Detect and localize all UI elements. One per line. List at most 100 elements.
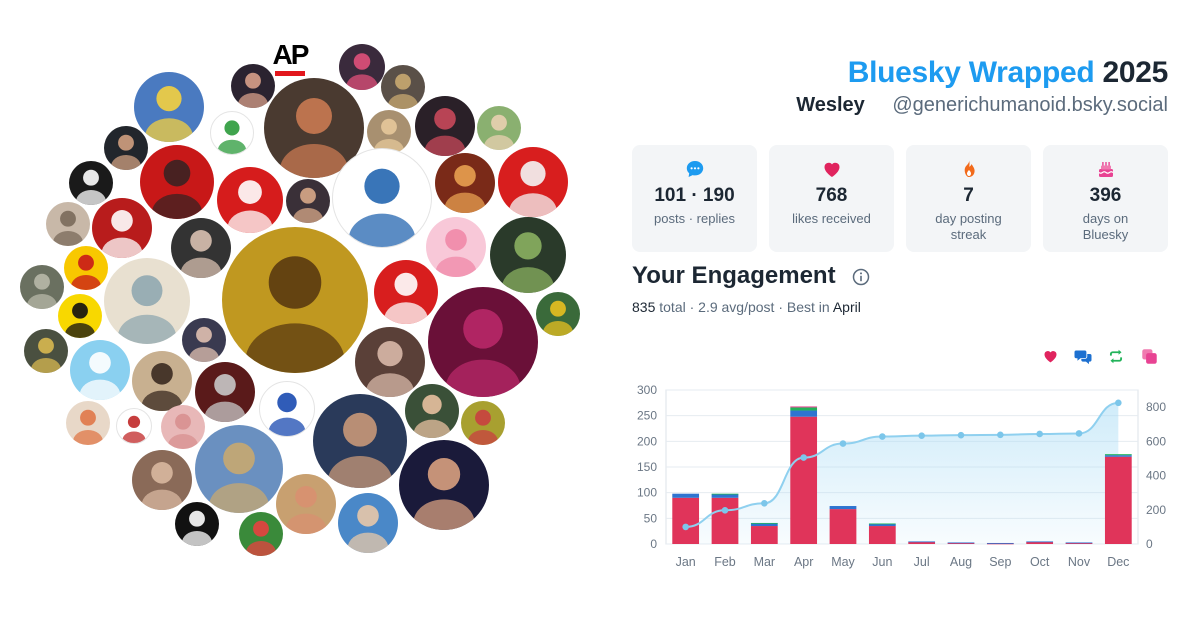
y-tick-label: 0 [650, 537, 657, 551]
x-tick-label: Feb [714, 555, 736, 569]
portrait-avatar [195, 362, 255, 422]
forest-avatar [490, 217, 566, 293]
cumulative-point [1075, 430, 1083, 437]
bar-segment [750, 522, 778, 524]
bar-segment [868, 526, 896, 544]
stat-label: days on Bluesky [1082, 211, 1129, 242]
heart-icon [769, 159, 894, 179]
cumulative-point [1036, 430, 1043, 438]
stat-cards: 101 · 190 posts · replies 768 likes rece… [632, 145, 1168, 252]
louvre-avatar [195, 425, 283, 513]
y-tick-label: 50 [644, 511, 658, 525]
bar-segment [986, 542, 1014, 544]
y2-tick-label: 800 [1146, 400, 1166, 414]
bar-segment [790, 410, 818, 417]
y2-tick-label: 0 [1146, 537, 1153, 551]
df-logo-avatar [92, 198, 152, 258]
x-tick-label: Nov [1068, 555, 1091, 569]
chat-bubble-icon [632, 159, 757, 179]
person-avatar [231, 64, 275, 108]
bar-segment [986, 543, 1014, 545]
chart-legend [1040, 346, 1159, 366]
x-tick-label: Apr [794, 555, 813, 569]
person-avatar [132, 351, 192, 411]
person-avatar [313, 394, 407, 488]
y-tick-label: 250 [637, 409, 657, 423]
bar-segment [1026, 541, 1054, 544]
cumulative-point [918, 432, 925, 439]
bar-segment [711, 493, 739, 495]
person-avatar [367, 110, 411, 154]
warrior-avatar [435, 153, 495, 213]
display-name: Wesley [796, 94, 865, 116]
skyline-avatar [339, 44, 385, 90]
person-avatar [355, 327, 425, 397]
y-tick-label: 150 [637, 460, 657, 474]
bar-segment [711, 497, 739, 544]
cartoon-avatar [134, 72, 204, 142]
bird-avatar [70, 340, 130, 400]
stat-card-days: 396 days on Bluesky [1043, 145, 1168, 252]
stat-label: posts · replies [654, 211, 735, 226]
cumulative-point [682, 523, 689, 531]
stat-card-posts: 101 · 190 posts · replies [632, 145, 757, 252]
bar-segment [829, 509, 857, 544]
engagement-best-month: April [832, 299, 861, 315]
anime-avatar [104, 258, 190, 344]
engagement-title: Your Engagement [632, 262, 836, 289]
x-tick-label: May [831, 555, 855, 569]
bar-segment [1104, 454, 1132, 456]
bar-segment [868, 523, 896, 525]
y2-tick-label: 200 [1146, 503, 1166, 517]
bar-segment [672, 493, 700, 498]
y-tick-label: 300 [637, 383, 657, 397]
cartoon-avatar [428, 287, 538, 397]
engagement-avg: 2.9 avg/post [698, 299, 775, 315]
engagement-chart: 0 50 100 150 200 250 300 0 200 400 600 800 Jan Feb Mar… [637, 383, 1166, 569]
person-avatar [399, 440, 489, 530]
cumulative-point [957, 431, 965, 439]
flame-icon [906, 159, 1031, 179]
sun-mask-avatar [222, 227, 368, 373]
x-tick-label: Jun [872, 555, 892, 569]
bar-segment [1026, 541, 1054, 543]
engagement-total-label: total [659, 299, 686, 315]
x-tick-label: Oct [1030, 555, 1050, 569]
eagle-logo-avatar [332, 148, 432, 248]
avatar-cloud: AP [20, 40, 580, 556]
cartoon-avatar [461, 401, 505, 445]
reply-icon[interactable] [1073, 346, 1093, 366]
y-tick-label: 100 [637, 486, 657, 500]
crown-logo-avatar [64, 246, 108, 290]
person-avatar [276, 474, 336, 534]
cumulative-point [761, 499, 768, 507]
info-icon[interactable] [852, 268, 870, 286]
user-identity: Wesley @generichumanoid.bsky.social [796, 94, 1168, 117]
x-tick-label: Jan [676, 555, 696, 569]
cumulative-area [685, 402, 1119, 544]
stat-card-likes: 768 likes received [769, 145, 894, 252]
x-tick-label: Aug [950, 555, 972, 569]
blur-avatar [161, 405, 205, 449]
person-avatar [477, 106, 521, 150]
alien-avatar [536, 292, 580, 336]
quote-icon[interactable] [1139, 346, 1159, 366]
repost-icon[interactable] [1106, 346, 1126, 366]
title-brand: Bluesky Wrapped [847, 56, 1095, 89]
person-avatar [338, 493, 398, 553]
stat-label: day posting streak [935, 211, 1002, 242]
person-avatar [132, 450, 192, 510]
cartoon-avatar [239, 512, 283, 556]
stat-value: 101 · 190 [654, 185, 735, 206]
photo-avatar [24, 329, 68, 373]
x-tick-label: Sep [989, 555, 1011, 569]
cumulative-point [879, 433, 886, 440]
kirby-avatar [426, 217, 486, 277]
rose-logo-avatar [374, 260, 438, 324]
wolf-logo-avatar [217, 167, 283, 233]
heart-icon[interactable] [1040, 346, 1060, 366]
star-logo-avatar [116, 408, 152, 444]
ap-logo-icon: AP [267, 40, 313, 80]
bar-segment [908, 541, 936, 544]
engagement-summary: 835 total · 2.9 avg/post · Best in April [632, 299, 861, 315]
